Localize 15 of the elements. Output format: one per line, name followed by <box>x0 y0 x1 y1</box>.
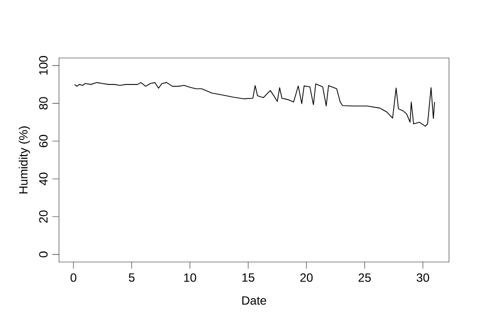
x-tick-label: 25 <box>358 273 371 282</box>
y-tick-label: 60 <box>39 134 48 148</box>
y-tick-label: 0 <box>39 252 48 258</box>
y-tick-label: 100 <box>39 56 48 75</box>
x-tick-label: 5 <box>128 273 135 282</box>
x-tick-label: 0 <box>70 273 76 282</box>
x-tick-label: 15 <box>242 273 254 282</box>
x-axis-title: Date <box>242 296 266 305</box>
y-tick-label: 20 <box>39 210 48 223</box>
x-tick-label: 20 <box>300 273 313 282</box>
x-tick-label: 10 <box>184 273 196 282</box>
x-tick-label: 30 <box>416 273 430 282</box>
y-axis-title: Humidity (%) <box>18 126 30 194</box>
y-tick-label: 40 <box>39 172 48 186</box>
y-tick-label: 80 <box>39 97 48 110</box>
